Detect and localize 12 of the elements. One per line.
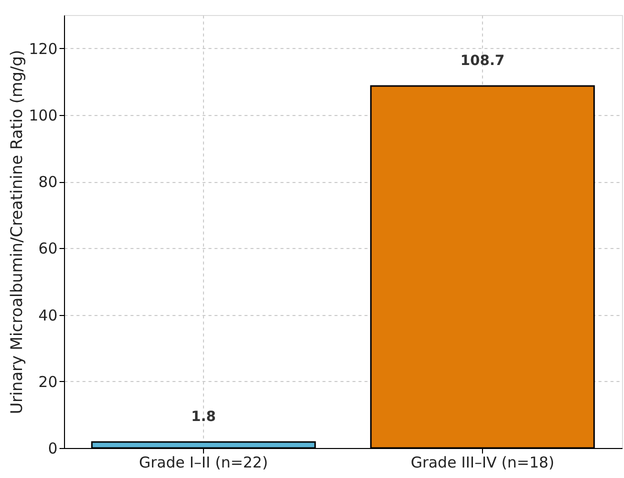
y-tick-label: 100 [28, 106, 58, 124]
y-tick-label: 20 [38, 372, 58, 391]
y-tick-label: 0 [48, 440, 58, 458]
data-label: 1.8 [191, 409, 216, 426]
y-tick-label: 120 [28, 40, 58, 58]
x-tick-label: Grade I–II (n=22) [139, 454, 268, 472]
x-tick-label: Grade III–IV (n=18) [410, 454, 554, 472]
y-tick-label: 60 [38, 240, 58, 258]
data-label: 108.7 [460, 52, 505, 69]
y-axis-title: Urinary Microalbumin/Creatinine Ratio (mg/g) [6, 50, 26, 414]
y-tick-label: 80 [38, 173, 58, 192]
y-tick-label: 40 [38, 306, 58, 324]
